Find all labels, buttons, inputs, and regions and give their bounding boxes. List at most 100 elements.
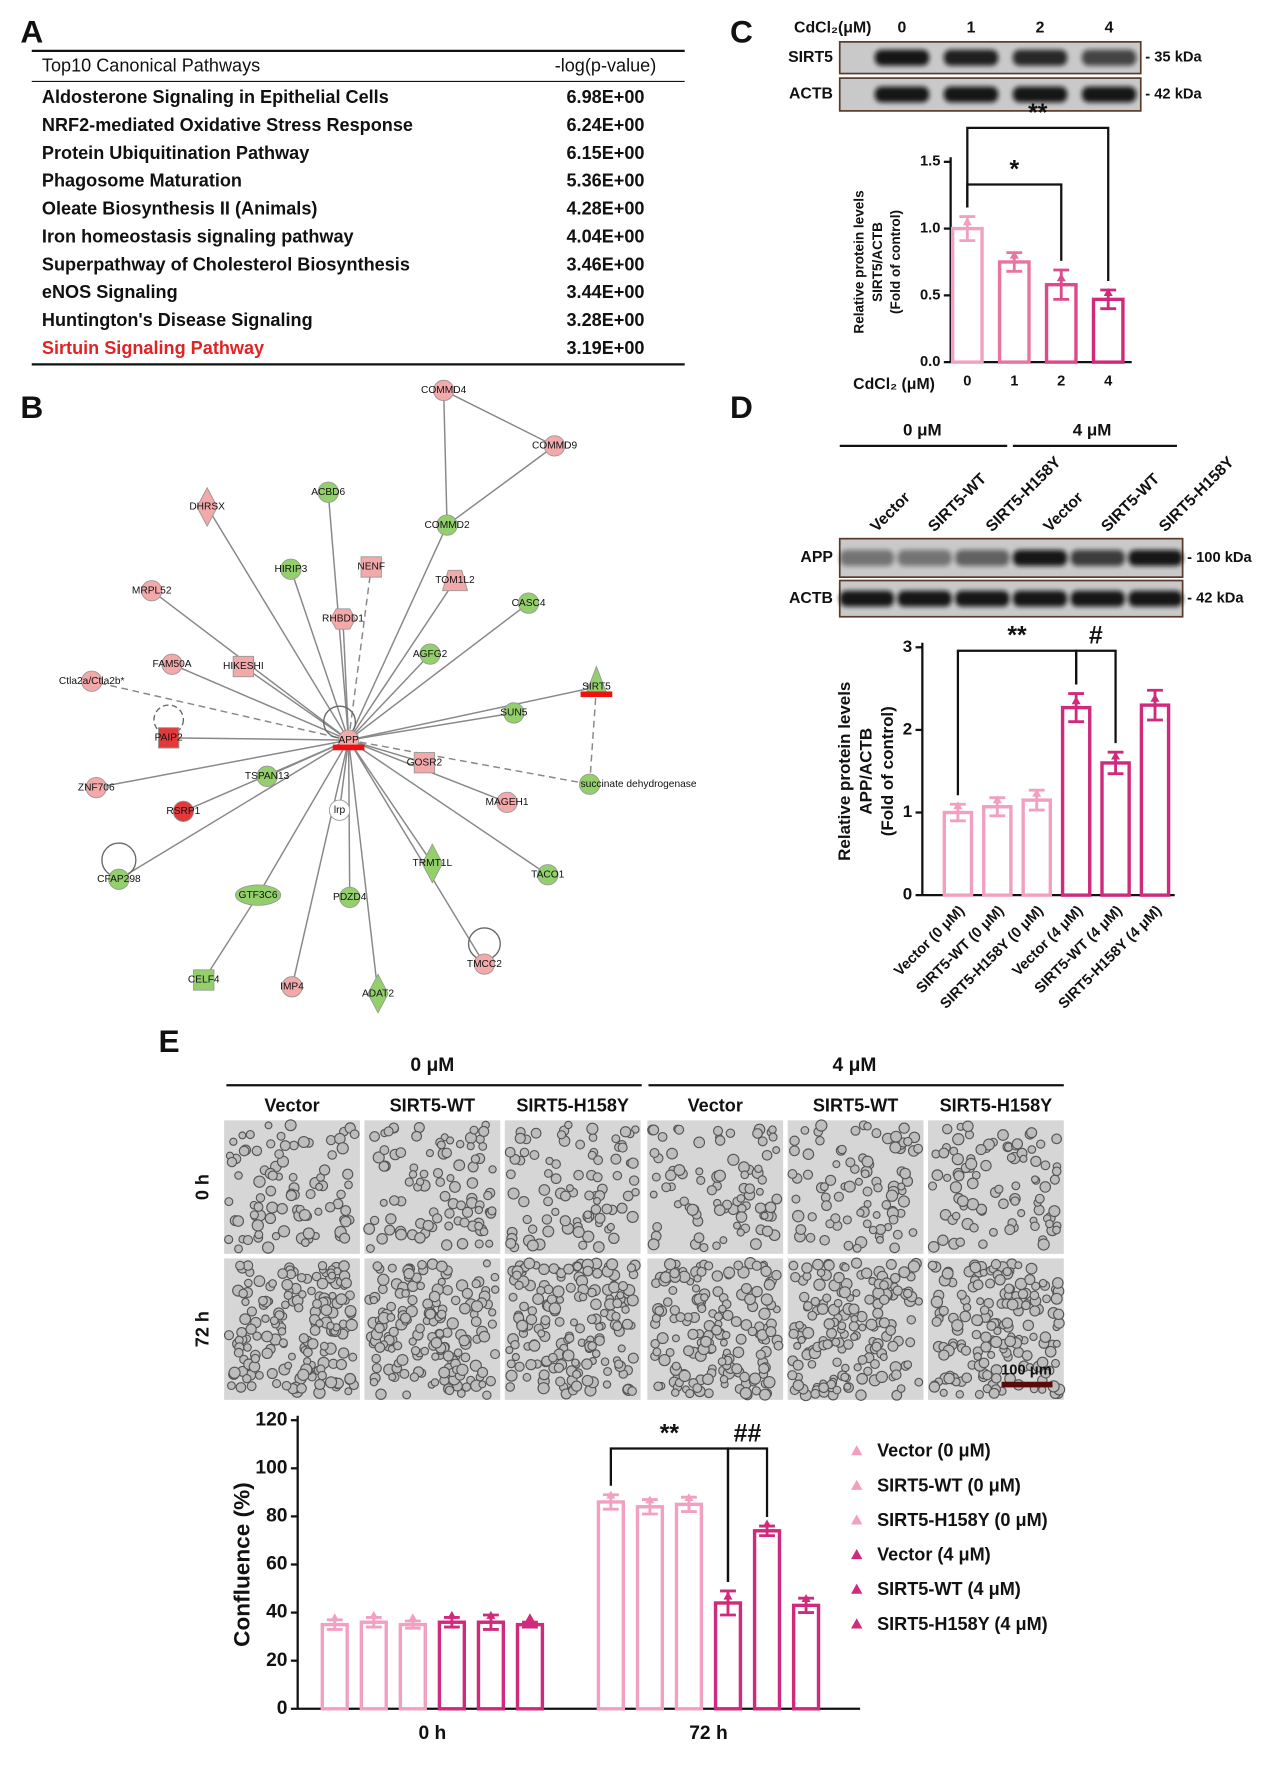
column-label: SIRT5-WT (390, 1096, 475, 1116)
micrograph (223, 1258, 360, 1400)
cell (541, 1214, 553, 1225)
cell (787, 1169, 798, 1179)
significance-label: * (1009, 155, 1019, 183)
blot-band (1012, 590, 1068, 607)
node-label: CFAP298 (97, 874, 141, 885)
cell (861, 1155, 874, 1168)
node-label: COMMD2 (424, 520, 470, 531)
cell (891, 1389, 903, 1401)
cell (379, 1198, 388, 1207)
significance-label: ** (660, 1420, 680, 1448)
cell (987, 1350, 996, 1359)
cell (768, 1132, 778, 1142)
network-edge (348, 653, 431, 741)
network-edge (203, 894, 259, 981)
cell (852, 1288, 861, 1298)
significance-label: ** (1028, 99, 1048, 127)
cell (317, 1370, 327, 1381)
cell (372, 1151, 385, 1164)
network-node (158, 727, 180, 749)
cell (765, 1326, 777, 1338)
cell (519, 1147, 530, 1158)
cell (456, 1238, 469, 1250)
node-label: COMMD9 (532, 441, 578, 452)
node-label: ZNF706 (78, 782, 115, 793)
cell (962, 1120, 974, 1133)
cell (526, 1239, 539, 1252)
cell (236, 1326, 248, 1338)
cell (898, 1122, 910, 1134)
cell (311, 1271, 322, 1282)
data-point (962, 217, 972, 226)
cell (470, 1300, 484, 1313)
cell (687, 1328, 699, 1340)
cell (1002, 1266, 1012, 1277)
cell (971, 1329, 982, 1340)
cell (393, 1341, 403, 1351)
cell (349, 1129, 360, 1140)
cell (238, 1145, 250, 1157)
cell (538, 1369, 550, 1381)
cell (336, 1142, 349, 1155)
node-label: GOSR2 (407, 757, 443, 768)
cell (449, 1180, 461, 1193)
cell (298, 1290, 307, 1299)
cell (342, 1168, 354, 1180)
cell (530, 1127, 542, 1139)
cell (456, 1363, 469, 1376)
cell (951, 1152, 964, 1166)
cell (693, 1136, 706, 1149)
network-edge (290, 568, 350, 741)
cell (593, 1197, 601, 1205)
cell (527, 1224, 538, 1234)
cell (298, 1208, 311, 1221)
network-edge (348, 683, 598, 741)
network-node (161, 653, 183, 675)
cell (340, 1205, 352, 1216)
cell (764, 1201, 777, 1214)
bar (752, 1529, 782, 1711)
cell (552, 1285, 565, 1298)
cell (870, 1359, 880, 1370)
cell (239, 1313, 252, 1325)
cell (446, 1174, 455, 1183)
y-tick-label: 1.5 (920, 154, 940, 170)
cell (253, 1175, 266, 1188)
micrograph (504, 1120, 641, 1254)
cell (802, 1148, 815, 1160)
panel-label: C (730, 13, 753, 49)
cell (908, 1228, 918, 1237)
cell (692, 1383, 703, 1394)
cell (760, 1211, 769, 1220)
cell (234, 1171, 243, 1180)
cell (879, 1280, 889, 1291)
cell (626, 1294, 639, 1307)
cell (1029, 1290, 1040, 1301)
panel-label: D (730, 389, 753, 425)
cell (651, 1172, 661, 1182)
cell (733, 1221, 741, 1230)
cell (903, 1136, 913, 1147)
y-axis-label: (Fold of control) (878, 706, 897, 836)
cell (697, 1304, 707, 1314)
pathway-name: Phagosome Maturation (42, 171, 242, 191)
cell (324, 1376, 338, 1389)
cell (1003, 1283, 1015, 1294)
cell (235, 1382, 247, 1393)
network-edge (348, 739, 590, 785)
cell (284, 1361, 293, 1370)
cell (1025, 1262, 1038, 1275)
bar (476, 1620, 506, 1711)
data-point (330, 1613, 340, 1622)
cell (819, 1235, 830, 1246)
cell (243, 1278, 253, 1288)
cell (438, 1366, 451, 1379)
cell (845, 1157, 856, 1168)
cell (730, 1316, 742, 1328)
cell (543, 1284, 554, 1295)
network-node (543, 435, 566, 457)
network-node (234, 884, 282, 906)
cell (669, 1268, 680, 1279)
bar (982, 805, 1013, 897)
cell (1011, 1181, 1021, 1191)
